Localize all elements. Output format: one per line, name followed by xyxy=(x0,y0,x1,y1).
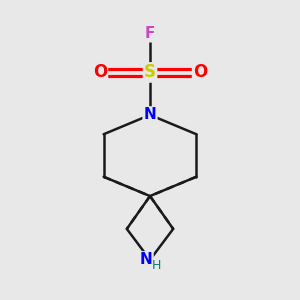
Text: O: O xyxy=(93,63,107,81)
Text: O: O xyxy=(193,63,207,81)
Text: N: N xyxy=(144,107,156,122)
Text: S: S xyxy=(144,63,156,81)
Text: F: F xyxy=(145,26,155,41)
Text: N: N xyxy=(140,252,152,267)
Text: H: H xyxy=(152,259,161,272)
